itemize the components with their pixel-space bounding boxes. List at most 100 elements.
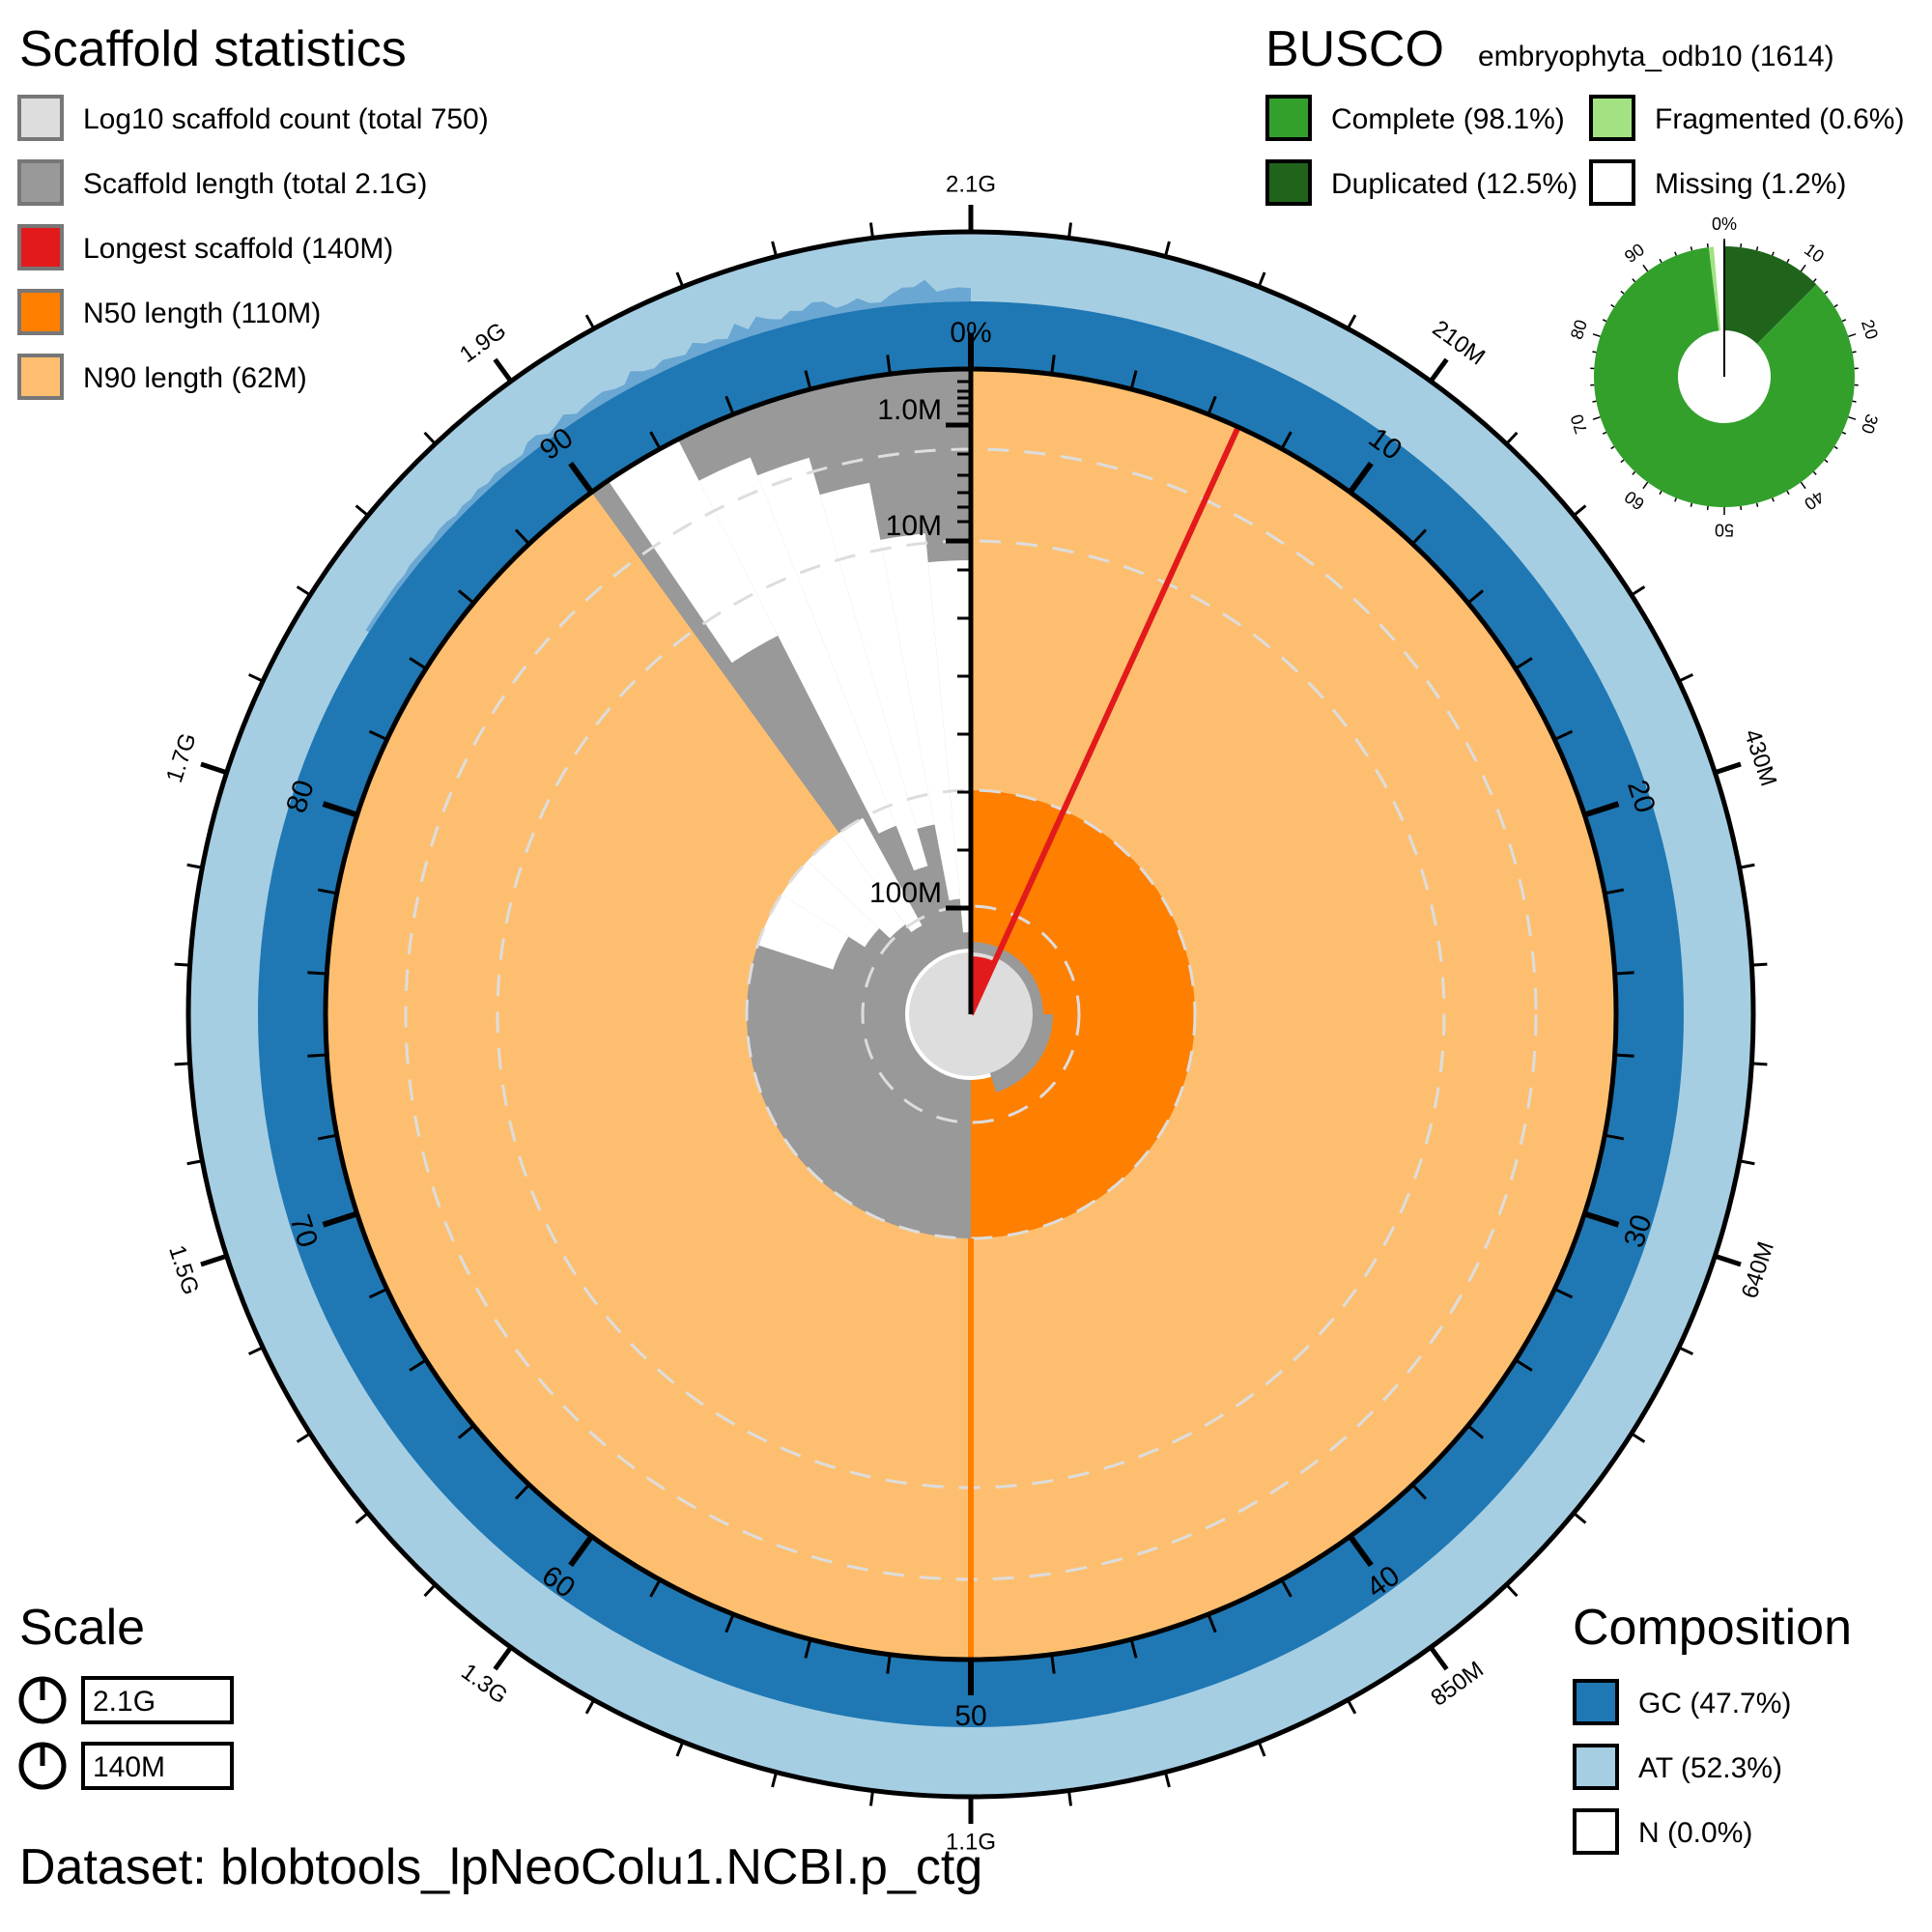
length-tick <box>174 962 190 967</box>
busco-tick <box>1740 243 1743 248</box>
composition-title: Composition <box>1573 1600 1852 1656</box>
length-tick-label-2-1g: 2.1G <box>946 171 996 197</box>
busco-tick <box>1592 416 1601 420</box>
percent-tick <box>1515 1358 1533 1372</box>
stats-legend-item-1-swatch <box>17 95 64 141</box>
stats-legend-item-2-label: Scaffold length (total 2.1G) <box>83 168 427 200</box>
busco-tick <box>1659 490 1662 496</box>
percent-tick <box>409 1358 427 1372</box>
percent-tick <box>514 1483 530 1500</box>
stats-legend-item-1: Log10 scaffold count (total 750) <box>17 95 489 141</box>
busco-tick <box>1602 431 1607 435</box>
radial-label-100m: 100M <box>869 877 942 909</box>
percent-tick <box>1466 1424 1485 1439</box>
length-tick-label-210m: 210M <box>1428 315 1490 370</box>
length-tick <box>868 1790 874 1806</box>
stats-legend-item-5: N90 length (62M) <box>17 354 307 400</box>
busco-tick-label-70: 70 <box>1567 412 1591 436</box>
busco-tick <box>1812 470 1817 475</box>
length-tick <box>1631 1432 1646 1443</box>
percent-tick <box>409 657 427 670</box>
stats-legend-item-4: N50 length (110M) <box>17 289 321 335</box>
stats-legend-item-1-label: Log10 scaffold count (total 750) <box>83 103 489 135</box>
stats-legend-item-3: Longest scaffold (140M) <box>17 224 393 270</box>
length-tick <box>1505 431 1519 445</box>
length-tick <box>1739 863 1755 869</box>
percent-tick <box>1583 801 1620 818</box>
busco-tick <box>1740 505 1743 510</box>
percent-tick <box>457 589 475 605</box>
stats-legend-item-5-swatch <box>17 354 64 400</box>
length-tick <box>1751 1062 1768 1066</box>
main-snail-chart: 2.1G 210M 430M 640M 850M 1.1G 1.3G 1.5G 1.7G 1.9G… <box>161 171 1781 1855</box>
busco-tick <box>1824 290 1829 295</box>
percent-tick-label-0: 0% <box>950 317 991 349</box>
percent-tick <box>649 1578 662 1598</box>
busco-tick <box>1833 303 1838 308</box>
percent-tick <box>568 461 594 495</box>
busco-tick-label-50: 50 <box>1715 520 1734 539</box>
length-tick <box>200 1253 228 1267</box>
n50-sector <box>971 790 1195 1238</box>
busco-tick <box>1786 258 1790 264</box>
composition-legend-item-1-swatch <box>1573 1679 1619 1725</box>
busco-tick <box>1674 251 1678 256</box>
inner-gap-3 <box>807 833 906 939</box>
busco-title: BUSCO <box>1265 21 1444 77</box>
length-gap-1 <box>608 439 779 664</box>
scale-title: Scale <box>19 1600 145 1656</box>
length-tick <box>423 1583 437 1598</box>
percent-tick <box>322 801 358 818</box>
percent-tick <box>317 888 338 895</box>
percent-tick <box>886 355 892 375</box>
busco-tick-label-60: 60 <box>1621 487 1648 514</box>
percent-tick <box>1515 657 1533 670</box>
stats-legend-item-2: Scaffold length (total 2.1G) <box>17 159 427 206</box>
length-tick <box>1714 1253 1742 1267</box>
length-gap-6 <box>927 560 971 933</box>
percent-tick <box>457 1424 475 1439</box>
busco-legend-item-2: Fragmented (0.6%) <box>1589 95 1904 141</box>
busco-tick <box>1642 264 1649 272</box>
scale-value-label: 140M <box>93 1751 165 1783</box>
busco-tick <box>1592 351 1597 354</box>
scaffold-statistics-title: Scaffold statistics <box>19 21 407 77</box>
percent-tick <box>724 1613 735 1634</box>
length-tick <box>1751 962 1768 967</box>
percent-tick <box>514 528 530 546</box>
busco-tick-label-90: 90 <box>1621 240 1648 267</box>
composition-legend-item-2-swatch <box>1573 1744 1619 1790</box>
busco-legend-item-1-label: Complete (98.1%) <box>1331 103 1565 135</box>
busco-legend-item-4-swatch <box>1589 159 1635 206</box>
busco-duplicated-slice <box>1724 246 1817 345</box>
busco-tick-label-40: 40 <box>1801 487 1828 514</box>
length-tick <box>1163 241 1171 257</box>
inner-gap-1 <box>757 894 849 970</box>
busco-tick <box>1632 278 1636 283</box>
scale-value-label: 2.1G <box>93 1686 156 1718</box>
busco-tick <box>1610 445 1615 450</box>
busco-lineage: embryophyta_odb10 (1614) <box>1478 41 1834 72</box>
busco-legend-item-4-label: Missing (1.2%) <box>1655 168 1846 200</box>
length-tick <box>1678 1346 1694 1356</box>
busco-tick <box>1592 333 1601 337</box>
radial-length-axis: 1.0M 10M 100M <box>869 369 974 1014</box>
length-tick <box>296 585 311 597</box>
percent-tick <box>307 1053 327 1058</box>
gridline-circle-1 <box>861 904 1081 1124</box>
composition-legend-item-1: GC (47.7%) <box>1573 1679 1791 1725</box>
length-tick <box>1678 672 1694 683</box>
length-tick <box>1573 504 1587 517</box>
length-tick <box>1631 585 1646 597</box>
busco-tick <box>1755 246 1759 251</box>
percent-tick <box>1466 589 1485 605</box>
busco-tick-label-0: 0% <box>1712 214 1737 234</box>
length-tick <box>1714 761 1742 776</box>
busco-tick <box>1610 303 1615 308</box>
stats-legend-item-3-label: Longest scaffold (140M) <box>83 233 393 265</box>
composition-legend-item-3-label: N (0.0%) <box>1638 1817 1752 1849</box>
length-tick <box>186 863 203 869</box>
busco-legend-item-3-swatch <box>1265 159 1312 206</box>
scale-value-box <box>81 1742 234 1790</box>
scale-item-140m: 140M <box>18 1742 234 1790</box>
